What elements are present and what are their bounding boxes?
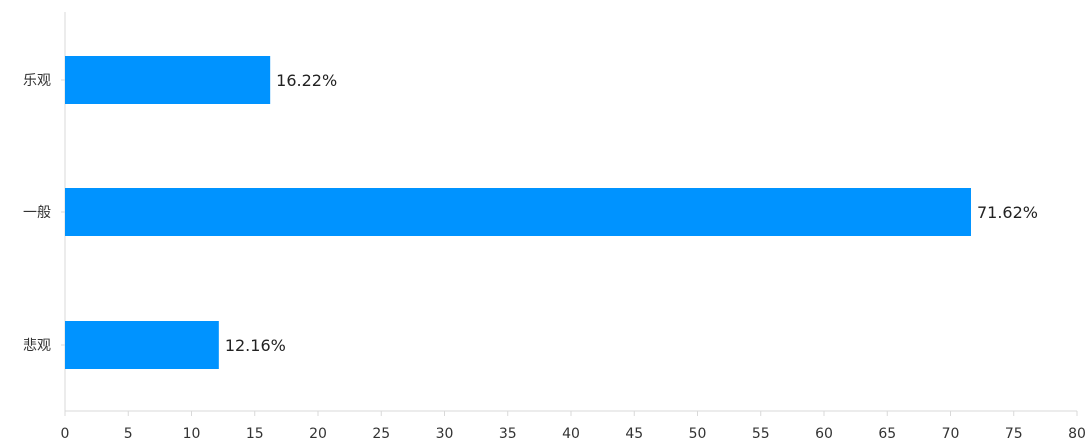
- x-tick-label: 10: [183, 426, 201, 441]
- data-label: 12.16%: [225, 336, 286, 355]
- bar: [65, 188, 971, 236]
- x-tick-label: 75: [1005, 426, 1023, 441]
- x-tick-label: 65: [878, 426, 896, 441]
- x-tick-label: 45: [625, 426, 643, 441]
- x-tick-label: 80: [1068, 426, 1085, 441]
- x-tick-label: 25: [372, 426, 390, 441]
- x-tick-label: 15: [246, 426, 264, 441]
- data-label: 16.22%: [276, 71, 337, 90]
- bar: [65, 321, 219, 369]
- category-label: 悲观: [23, 337, 51, 354]
- x-tick-label: 40: [562, 426, 580, 441]
- x-tick-label: 5: [124, 426, 133, 441]
- x-tick-label: 35: [499, 426, 517, 441]
- x-tick-label: 20: [309, 426, 327, 441]
- x-tick-label: 70: [942, 426, 960, 441]
- x-tick-label: 60: [815, 426, 833, 441]
- category-label: 一般: [23, 205, 51, 221]
- category-label: 乐观: [23, 73, 51, 89]
- data-label: 71.62%: [977, 203, 1038, 222]
- x-tick-label: 0: [61, 426, 70, 441]
- x-tick-label: 30: [436, 426, 454, 441]
- x-tick-label: 50: [689, 426, 707, 441]
- bar: [65, 56, 271, 104]
- x-tick-label: 55: [752, 426, 770, 441]
